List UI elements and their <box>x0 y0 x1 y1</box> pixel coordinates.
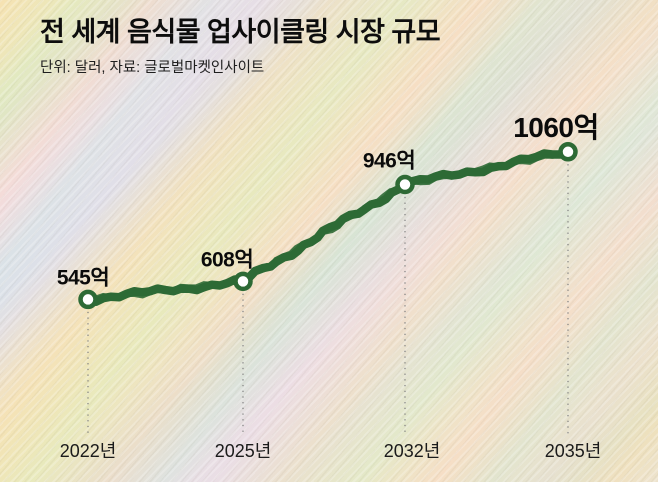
value-label-2032년: 946억 <box>363 149 415 172</box>
trend-line-texture <box>85 147 570 301</box>
value-label-2035년: 1060억 <box>513 112 599 143</box>
data-point-marker-2035년 <box>558 142 578 162</box>
chart-unit-source-note: 단위: 달러, 자료: 글로벌마켓인사이트 <box>40 59 265 76</box>
data-point-marker-2022년 <box>78 289 98 310</box>
x-axis-label-2022년: 2022년 <box>60 441 117 461</box>
x-axis-label-2025년: 2025년 <box>215 441 272 461</box>
value-label-2022년: 545억 <box>57 266 109 289</box>
x-axis-label-2035년: 2035년 <box>545 441 602 461</box>
data-point-marker-2025년 <box>233 271 253 292</box>
x-axis-label-2032년: 2032년 <box>384 441 441 461</box>
value-label-2025년: 608억 <box>201 248 253 271</box>
trend-line <box>83 147 573 306</box>
data-point-marker-2032년 <box>395 174 415 195</box>
chart-title: 전 세계 음식물 업사이클링 시장 규모 <box>40 17 441 47</box>
chart-header: 전 세계 음식물 업사이클링 시장 규모 단위: 달러, 자료: 글로벌마켓인사… <box>40 16 441 77</box>
